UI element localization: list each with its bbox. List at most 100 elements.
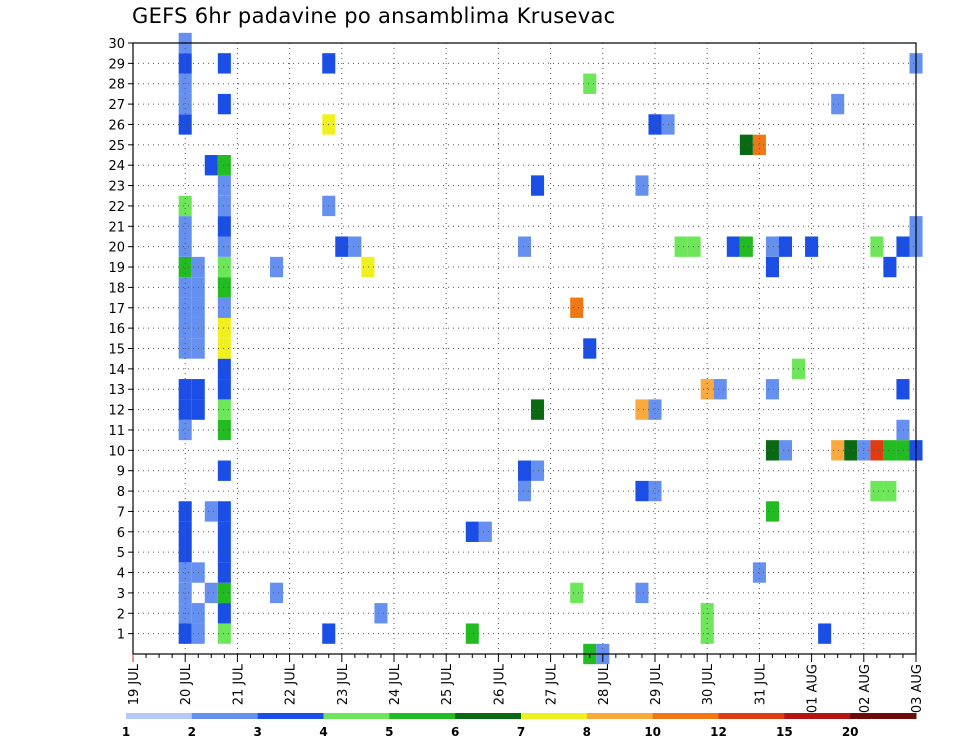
data-cell — [765, 236, 779, 257]
data-cell — [217, 256, 231, 278]
data-cell — [687, 236, 701, 257]
colorbar-label: 15 — [776, 725, 793, 739]
x-tick-label: 23 JUL — [336, 663, 351, 705]
data-cell — [217, 562, 231, 583]
data-cell — [844, 440, 858, 461]
data-cell — [831, 440, 845, 461]
x-tick-label: 02 AUG — [858, 664, 873, 713]
data-cell — [217, 175, 231, 196]
colorbar-label: 20 — [842, 725, 859, 739]
data-cell — [204, 155, 218, 176]
colorbar-label: 10 — [644, 725, 661, 739]
data-cell — [739, 236, 753, 257]
data-cell — [178, 216, 192, 237]
colorbar-segment — [850, 713, 917, 719]
x-tick-label: 20 JUL — [179, 663, 194, 705]
x-tick-label: 01 AUG — [806, 664, 821, 713]
x-tick-label: 28 JUL — [597, 663, 612, 705]
data-cell — [217, 399, 231, 420]
colorbar-label: 2 — [188, 725, 196, 739]
x-tick-label: 27 JUL — [545, 663, 560, 705]
y-tick-label: 16 — [108, 322, 125, 337]
data-cell — [883, 440, 897, 461]
data-cell — [178, 195, 192, 217]
colorbar-segment — [652, 713, 719, 719]
data-cell — [217, 195, 231, 217]
y-tick-label: 26 — [108, 118, 125, 133]
data-cell — [348, 236, 362, 257]
colorbar-segment — [521, 713, 588, 719]
data-cell — [178, 114, 192, 135]
data-cell — [217, 338, 231, 359]
data-cell — [583, 73, 597, 94]
y-tick-label: 7 — [117, 505, 125, 520]
data-cell — [217, 460, 231, 481]
colorbar-label: 8 — [583, 725, 591, 739]
data-cell — [896, 379, 910, 400]
data-cell — [217, 297, 231, 318]
y-tick-label: 21 — [108, 220, 125, 235]
data-cell — [818, 623, 832, 644]
y-tick-label: 14 — [108, 363, 125, 378]
y-tick-label: 22 — [108, 200, 125, 215]
data-cell — [765, 256, 779, 278]
y-tick-label: 29 — [108, 57, 125, 72]
x-tick-label: 30 JUL — [701, 663, 716, 705]
data-cell — [883, 480, 897, 502]
data-cell — [531, 460, 545, 481]
data-cell — [635, 582, 649, 604]
data-cell — [217, 358, 231, 380]
colorbar-label: 4 — [319, 725, 327, 739]
data-cell — [570, 582, 584, 604]
x-tick-label: 03 AUG — [910, 664, 925, 713]
data-cell — [178, 93, 192, 115]
data-cell — [648, 399, 662, 420]
data-cell — [765, 379, 779, 400]
data-cell — [896, 419, 910, 441]
data-cell — [635, 175, 649, 196]
data-cell — [765, 440, 779, 461]
y-tick-label: 4 — [117, 567, 125, 582]
data-cell — [217, 582, 231, 604]
y-tick-label: 19 — [108, 261, 125, 276]
data-cell — [765, 501, 779, 522]
data-cell — [178, 277, 192, 298]
data-cell — [465, 623, 479, 644]
y-tick-label: 17 — [108, 302, 125, 317]
data-cell — [870, 440, 884, 461]
data-cell — [204, 582, 218, 604]
data-cell — [217, 236, 231, 257]
data-cell — [217, 623, 231, 644]
data-cell — [217, 379, 231, 400]
y-tick-label: 10 — [108, 444, 125, 459]
x-tick-label: 31 JUL — [753, 663, 768, 705]
data-cell — [478, 521, 492, 542]
data-cell — [270, 582, 284, 604]
data-cell — [752, 562, 766, 583]
data-cell — [217, 419, 231, 441]
data-cell — [583, 338, 597, 359]
y-tick-label: 30 — [108, 37, 125, 52]
data-cell — [217, 541, 231, 563]
data-cell — [178, 562, 192, 583]
data-cell — [870, 480, 884, 502]
data-cell — [217, 53, 231, 74]
data-cell — [805, 236, 819, 257]
data-cell — [217, 317, 231, 339]
data-cell — [178, 297, 192, 318]
y-tick-label: 15 — [108, 343, 125, 358]
colorbar-label: 1 — [122, 725, 130, 739]
data-cell — [217, 603, 231, 624]
data-cell — [178, 521, 192, 542]
x-tick-label: 22 JUL — [284, 663, 299, 705]
data-cell — [178, 419, 192, 441]
y-tick-label: 18 — [108, 281, 125, 296]
x-tick-label: 25 JUL — [440, 663, 455, 705]
y-tick-label: 23 — [108, 180, 125, 195]
data-cell — [739, 134, 753, 156]
data-cell — [896, 236, 910, 257]
colorbar-segment — [323, 713, 390, 719]
y-tick-label: 2 — [117, 607, 125, 622]
colorbar-segment — [455, 713, 522, 719]
